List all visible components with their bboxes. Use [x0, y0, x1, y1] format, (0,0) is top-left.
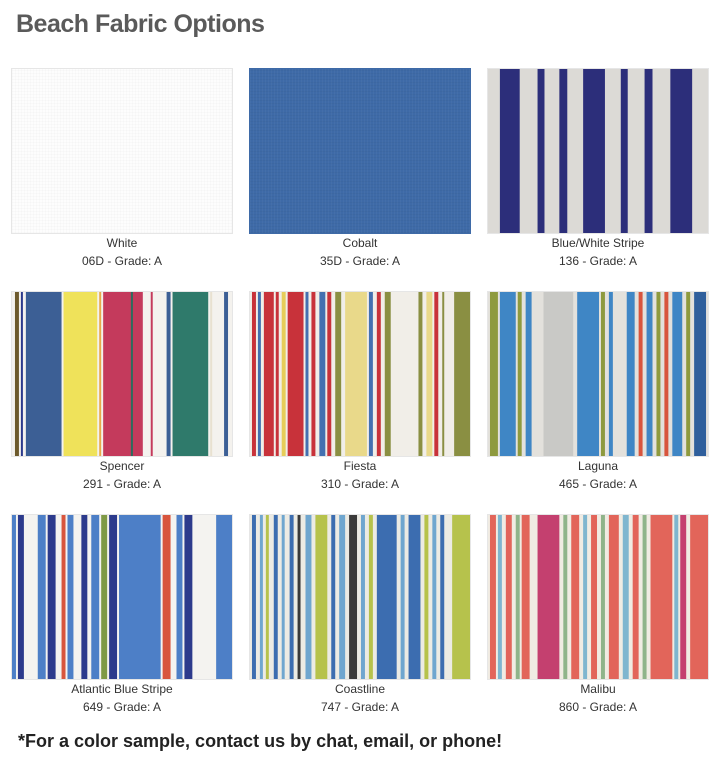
fabric-code: 310 - Grade: A — [320, 477, 400, 491]
fabric-code: 06D - Grade: A — [81, 254, 163, 268]
fabric-card-laguna[interactable]: Laguna 465 - Grade: A — [487, 291, 709, 493]
fabric-name: White — [106, 236, 138, 250]
fabric-name: Coastline — [334, 682, 386, 696]
fabric-name: Malibu — [580, 682, 616, 696]
fabric-card-cobalt[interactable]: Cobalt 35D - Grade: A — [249, 68, 471, 270]
fabric-code: 35D - Grade: A — [319, 254, 401, 268]
fabric-swatch-fiesta[interactable] — [249, 291, 471, 457]
fabric-card-malibu[interactable]: Malibu 860 - Grade: A — [487, 514, 709, 716]
fabric-swatch-white[interactable] — [11, 68, 233, 234]
fabric-card-spencer[interactable]: Spencer 291 - Grade: A — [11, 291, 233, 493]
page-title: Beach Fabric Options — [16, 10, 265, 38]
fabric-name: Fiesta — [343, 459, 377, 473]
fabric-code: 649 - Grade: A — [82, 700, 162, 714]
fabric-code: 291 - Grade: A — [82, 477, 162, 491]
fabric-name: Cobalt — [342, 236, 378, 250]
fabric-swatch-spencer[interactable] — [11, 291, 233, 457]
fabric-name: Atlantic Blue Stripe — [71, 682, 173, 696]
fabric-swatch-laguna[interactable] — [487, 291, 709, 457]
fabric-code: 136 - Grade: A — [558, 254, 638, 268]
fabric-swatch-coastline[interactable] — [249, 514, 471, 680]
fabric-card-coastline[interactable]: Coastline 747 - Grade: A — [249, 514, 471, 716]
fabric-name: Spencer — [99, 459, 145, 473]
fabric-code: 860 - Grade: A — [558, 700, 638, 714]
fabric-card-blue-white-stripe[interactable]: Blue/White Stripe 136 - Grade: A — [487, 68, 709, 270]
fabric-swatch-blue-white-stripe[interactable] — [487, 68, 709, 234]
fabric-card-fiesta[interactable]: Fiesta 310 - Grade: A — [249, 291, 471, 493]
fabric-swatch-atlantic-blue-stripe[interactable] — [11, 514, 233, 680]
fabric-swatch-cobalt[interactable] — [249, 68, 471, 234]
fabric-card-atlantic-blue-stripe[interactable]: Atlantic Blue Stripe 649 - Grade: A — [11, 514, 233, 716]
fabric-code: 465 - Grade: A — [558, 477, 638, 491]
contact-note: *For a color sample, contact us by chat,… — [18, 731, 503, 751]
fabric-swatch-malibu[interactable] — [487, 514, 709, 680]
fabric-card-white[interactable]: White 06D - Grade: A — [11, 68, 233, 270]
fabric-name: Blue/White Stripe — [551, 236, 645, 250]
fabric-name: Laguna — [577, 459, 619, 473]
fabric-code: 747 - Grade: A — [320, 700, 400, 714]
